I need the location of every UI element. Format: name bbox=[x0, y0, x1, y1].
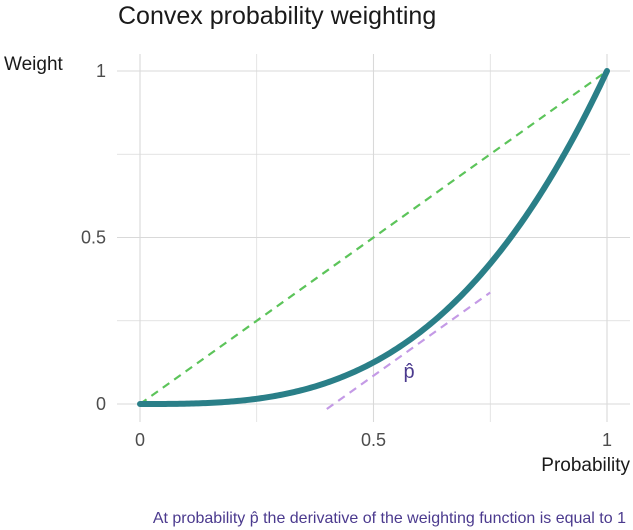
series-group bbox=[137, 68, 610, 410]
y-axis-label: Weight bbox=[4, 54, 64, 75]
y-tick-label: 1 bbox=[96, 61, 106, 81]
p-hat-annotation: p̂ bbox=[403, 361, 414, 383]
y-tick-label: 0.5 bbox=[81, 228, 106, 248]
x-tick-label: 1 bbox=[602, 430, 612, 450]
chart-title: Convex probability weighting bbox=[118, 2, 436, 30]
x-axis-label: Probability bbox=[541, 455, 630, 476]
weighting-curve bbox=[137, 68, 610, 407]
chart-caption: At probability p̂ the derivative of the … bbox=[153, 510, 626, 527]
tangent-line bbox=[326, 291, 491, 410]
x-tick-label: 0.5 bbox=[361, 430, 386, 450]
tick-labels: 0 0.5 1 0 0.5 1 bbox=[81, 61, 612, 450]
identity-line bbox=[139, 70, 608, 405]
x-tick-label: 0 bbox=[135, 430, 145, 450]
y-tick-label: 0 bbox=[96, 394, 106, 414]
